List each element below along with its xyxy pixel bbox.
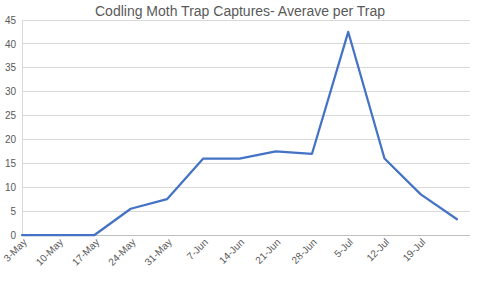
x-tick-label: 24-May: [106, 236, 137, 267]
y-tick: 40: [5, 39, 22, 50]
grid: [22, 20, 470, 235]
x-tick-label: 10-May: [34, 236, 65, 267]
grid-line: [22, 211, 470, 212]
y-tick: 20: [5, 134, 22, 145]
y-tick-label: 5: [10, 206, 16, 217]
x-tick-label: 3-May: [1, 236, 28, 263]
x-tick-label: 17-May: [70, 236, 101, 267]
x-tick-label: 7-Jun: [185, 236, 210, 261]
y-tick-label: 0: [10, 230, 16, 241]
x-tick-label: 19-Jul: [401, 236, 428, 263]
series-line: [22, 32, 457, 235]
title: Codling Moth Trap Captures- Averave per …: [95, 3, 385, 19]
x-tick-label: 12-Jul: [364, 236, 391, 263]
y-axis-line: [22, 21, 23, 236]
y-tick-label: 20: [5, 134, 17, 145]
x-tick: 3-May: [1, 235, 28, 264]
plot-area: [22, 32, 457, 235]
x-tick: 14-Jun: [217, 235, 246, 266]
y-tick-label: 10: [5, 182, 17, 193]
x-tick-label: 31-May: [142, 236, 173, 267]
y-tick-label: 40: [5, 39, 17, 50]
x-tick: 31-May: [142, 235, 173, 268]
x-tick-label: 14-Jun: [217, 236, 246, 265]
grid-line: [22, 43, 470, 44]
y-tick: 35: [5, 62, 22, 73]
grid-line: [22, 67, 470, 68]
grid-line: [22, 115, 470, 116]
x-tick: 12-Jul: [364, 235, 391, 263]
grid-line: [22, 187, 470, 188]
y-tick-label: 45: [5, 15, 17, 26]
y-tick: 45: [5, 15, 22, 26]
grid-line: [22, 20, 470, 21]
grid-line: [22, 163, 470, 164]
grid-line: [22, 139, 470, 140]
x-tick: 19-Jul: [401, 235, 428, 263]
x-tick: 24-May: [106, 235, 137, 268]
y-tick: 10: [5, 182, 22, 193]
x-tick: 10-May: [34, 235, 65, 268]
y-tick-label: 30: [5, 86, 17, 97]
y-tick-label: 15: [5, 158, 17, 169]
background: [0, 0, 480, 289]
x-tick-label: 28-Jun: [289, 236, 318, 265]
x-tick: 7-Jun: [185, 235, 210, 262]
x-tick: 17-May: [70, 235, 101, 268]
x-tick: 28-Jun: [289, 235, 318, 266]
x-axis: 3-May10-May17-May24-May31-May 7-Jun 14-Jun…: [1, 235, 470, 268]
y-tick: 30: [5, 86, 22, 97]
x-tick: 21-Jun: [253, 235, 282, 266]
y-tick: 25: [5, 110, 22, 121]
y-tick-label: 25: [5, 110, 17, 121]
y-tick-label: 35: [5, 62, 17, 73]
y-axis: 0 5 10 15 20 25 30 35 40 45: [5, 15, 23, 241]
x-tick: 5-Jul: [332, 235, 355, 260]
grid-line: [22, 91, 470, 92]
y-tick: 15: [5, 158, 22, 169]
y-tick: 5: [10, 206, 22, 217]
x-tick-label: 21-Jun: [253, 236, 282, 265]
chart: 0 5 10 15 20 25 30 35 40 45 3-May10-May17-May24-Ma…: [0, 0, 480, 289]
x-tick-label: 5-Jul: [332, 236, 355, 259]
